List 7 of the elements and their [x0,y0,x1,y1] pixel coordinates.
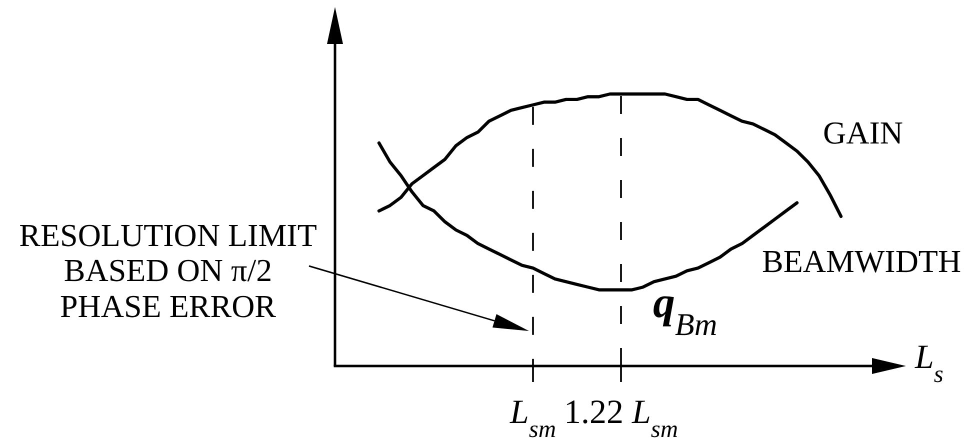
x-tick-label: L$_{sm}$ [508,394,556,438]
annotation: q$_{Bm}$ [653,278,718,342]
text: RESOLUTION LIMIT BASED ON π/2 PHASE ERROR [19,217,318,324]
x-axis-title: L$_{s}$ [914,339,944,388]
x-tick-label: 1.22 L$_{sm}$ [564,394,678,438]
series-label: GAIN [823,114,903,150]
series-label: BEAMWIDTH [762,242,962,279]
